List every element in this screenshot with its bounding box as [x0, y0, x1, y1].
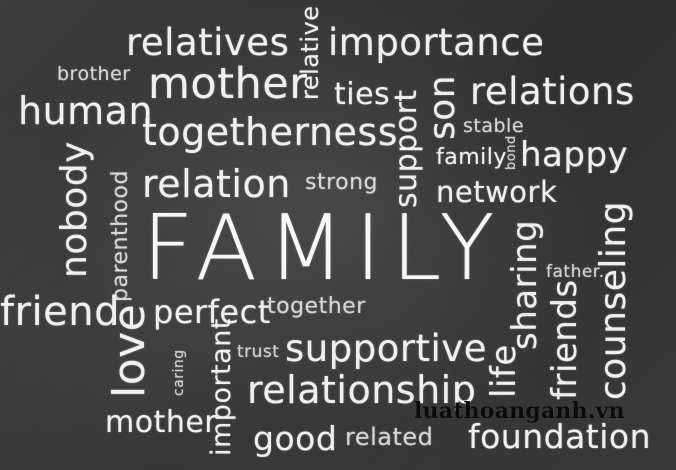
word-relationship: relationship — [247, 368, 477, 412]
word-mother-bottom: mother — [105, 405, 218, 440]
word-perfect: perfect — [153, 293, 271, 331]
word-ties: ties — [334, 77, 391, 112]
word-nobody: nobody — [54, 141, 95, 278]
word-caring: caring — [171, 349, 187, 396]
word-relatives: relatives — [126, 21, 290, 64]
word-relation: relation — [142, 162, 291, 206]
word-happy: happy — [520, 135, 629, 175]
word-good: good — [253, 419, 338, 458]
word-stable: stable — [463, 115, 525, 137]
word-family-small: family — [436, 145, 507, 170]
word-love: love — [104, 303, 155, 398]
word-family-big: FAMILY — [142, 196, 505, 301]
word-relations: relations — [470, 70, 635, 113]
watermark-text: luathoanganh.vn — [414, 398, 625, 424]
word-trust: trust — [237, 342, 280, 362]
word-supportive: supportive — [285, 327, 487, 370]
word-bond: bond — [504, 135, 519, 170]
word-life: life — [484, 344, 524, 398]
word-related: related — [345, 423, 434, 451]
word-strong: strong — [305, 170, 379, 195]
word-network: network — [436, 175, 558, 209]
word-counseling: counseling — [593, 200, 634, 400]
word-son: son — [422, 74, 463, 140]
word-foundation: foundation — [468, 417, 652, 456]
word-brother: brother — [57, 63, 131, 85]
word-human: human — [18, 89, 154, 133]
word-mother-top: mother — [148, 59, 308, 109]
word-importance: importance — [328, 21, 545, 64]
word-sharing: sharing — [505, 219, 545, 350]
word-parenthood: parenthood — [108, 170, 133, 302]
word-father: father. — [546, 262, 605, 282]
word-friends: friends — [545, 279, 585, 400]
word-togetherness: togetherness — [142, 110, 399, 154]
word-friend: friend — [0, 289, 120, 335]
word-support-vertical: support — [389, 89, 424, 208]
word-together: together — [267, 294, 366, 319]
